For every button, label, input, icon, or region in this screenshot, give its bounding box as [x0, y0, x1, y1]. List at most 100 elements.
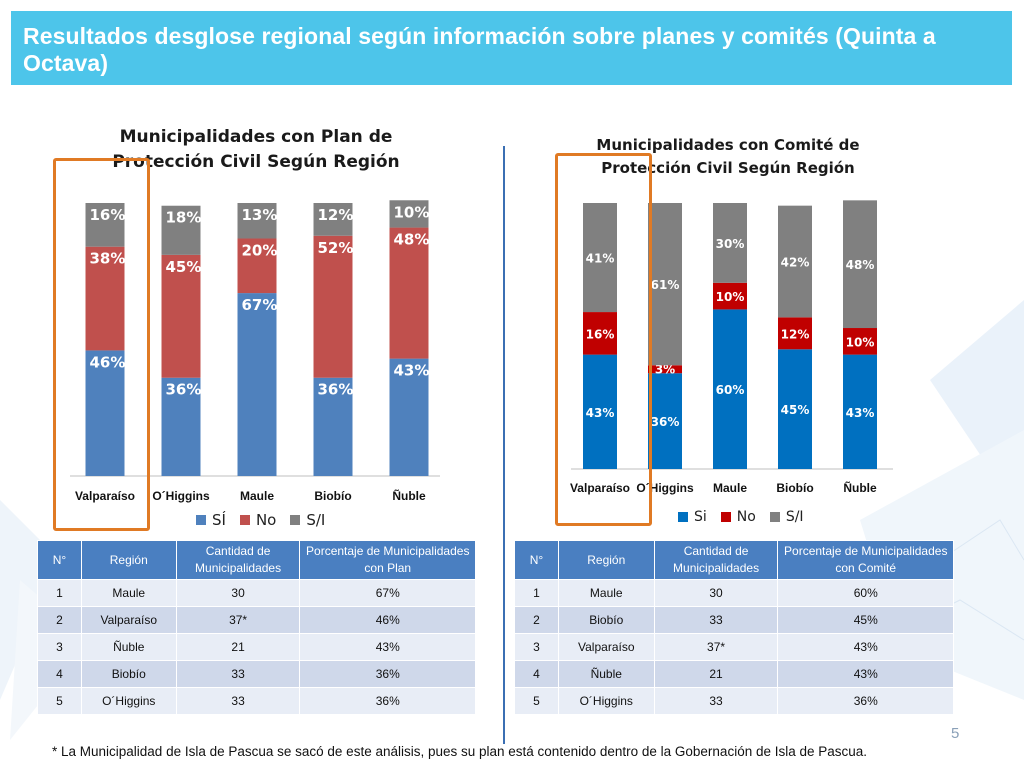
bar-segment-no: [583, 312, 617, 355]
legend-swatch-si-info: [769, 512, 780, 522]
data-label-si-info: 18%: [166, 209, 202, 227]
category-label: Valparaíso: [75, 489, 135, 503]
cell-cantidad: 33: [653, 606, 779, 634]
cell-porcentaje: 45%: [777, 606, 954, 634]
bar-segment-no: [313, 235, 353, 378]
data-label-no: 48%: [394, 231, 430, 249]
slide-header: Resultados desglose regional según infor…: [11, 11, 1012, 85]
legend-label-si: Si: [694, 509, 707, 525]
table-row: 4 Biobío 33 36%: [37, 660, 476, 688]
cell-porcentaje: 46%: [299, 606, 476, 634]
right-chart-title-line1: Municipalidades con Comité de: [596, 136, 860, 154]
legend-label-no: No: [736, 509, 756, 525]
cell-porcentaje: 43%: [777, 660, 954, 688]
legend-item-si-info: S/I: [290, 511, 325, 529]
cell-region: Ñuble: [557, 660, 655, 688]
bar-segment-si: [648, 373, 682, 469]
legend-swatch-si: [196, 515, 206, 525]
legend-swatch-si: [678, 512, 688, 522]
category-label: Biobío: [776, 481, 813, 495]
column-divider: [503, 146, 505, 744]
data-label-si-info: 41%: [586, 252, 615, 266]
table-header-row: N° Región Cantidad de Municipalidades Po…: [514, 540, 954, 580]
bar-segment-no: [843, 328, 877, 355]
data-label-si: 46%: [90, 353, 126, 371]
legend-item-no: No: [720, 509, 756, 525]
cell-region: Valparaíso: [557, 633, 655, 661]
bar-segment-si: [237, 293, 277, 476]
cell-cantidad: 21: [175, 633, 301, 661]
legend-label-si-info: S/I: [785, 509, 804, 525]
col-header-cantidad: Cantidad de Municipalidades: [175, 540, 301, 580]
legend-label-si: SÍ: [212, 511, 226, 529]
bar-segment-si: [778, 349, 812, 469]
legend-swatch-si-info: [290, 515, 301, 525]
cell-cantidad: 37*: [175, 606, 301, 634]
col-header-region: Región: [80, 540, 177, 580]
cell-region: Maule: [557, 579, 655, 607]
table-row: 2 Biobío 33 45%: [514, 606, 954, 634]
legend-item-si: SÍ: [196, 511, 226, 529]
legend-item-si-info: S/I: [769, 509, 804, 525]
cell-cantidad: 33: [175, 660, 301, 688]
cell-cantidad: 30: [653, 579, 779, 607]
cell-region: Valparaíso: [80, 606, 177, 634]
bar-segment-si-info: [648, 203, 682, 366]
cell-n: 3: [514, 633, 559, 661]
bar-segment-si-info: [389, 200, 429, 228]
table-row: 4 Ñuble 21 43%: [514, 660, 954, 688]
data-label-no: 12%: [781, 327, 810, 341]
cell-n: 5: [514, 687, 559, 715]
cell-porcentaje: 67%: [299, 579, 476, 607]
cell-porcentaje: 36%: [299, 687, 476, 715]
cell-region: Biobío: [557, 606, 655, 634]
data-label-si-info: 30%: [716, 237, 745, 251]
cell-cantidad: 33: [175, 687, 301, 715]
data-label-si: 67%: [242, 296, 278, 314]
slide-title: Resultados desglose regional según infor…: [23, 23, 936, 76]
data-label-si: 43%: [846, 406, 875, 420]
bar-segment-si-info: [713, 203, 747, 283]
table-header-row: N° Región Cantidad de Municipalidades Po…: [37, 540, 476, 580]
cell-n: 2: [514, 606, 559, 634]
cell-region: Maule: [80, 579, 177, 607]
cell-cantidad: 37*: [653, 633, 779, 661]
bar-segment-si-info: [161, 205, 201, 255]
data-label-si: 43%: [394, 362, 430, 380]
category-label: Valparaíso: [570, 481, 630, 495]
data-label-si: 43%: [586, 406, 615, 420]
table-row: 3 Ñuble 21 43%: [37, 633, 476, 661]
data-label-si: 36%: [318, 381, 354, 399]
cell-cantidad: 33: [653, 687, 779, 715]
col-header-porcentaje: Porcentaje de Municipalidades con Plan: [299, 540, 476, 580]
data-label-no: 3%: [655, 362, 675, 376]
data-label-si: 36%: [651, 415, 680, 429]
bar-segment-si: [85, 350, 125, 476]
cell-region: Ñuble: [80, 633, 177, 661]
cell-porcentaje: 36%: [777, 687, 954, 715]
bar-segment-si-info: [583, 203, 617, 313]
col-header-n: N°: [37, 540, 82, 580]
cell-n: 5: [37, 687, 82, 715]
category-label: Ñuble: [843, 480, 877, 495]
table-row: 1 Maule 30 67%: [37, 579, 476, 607]
cell-n: 4: [37, 660, 82, 688]
cell-n: 1: [37, 579, 82, 607]
right-table-body: 1 Maule 30 60% 2 Biobío 33 45% 3 Valparaíso 37* 43%…: [514, 579, 954, 715]
cell-region: O´Higgins: [557, 687, 655, 715]
cell-porcentaje: 43%: [777, 633, 954, 661]
data-label-no: 16%: [586, 327, 615, 341]
bar-segment-no: [161, 254, 201, 378]
bar-segment-si-info: [237, 203, 277, 239]
table-row: 2 Valparaíso 37* 46%: [37, 606, 476, 634]
data-label-si: 36%: [166, 381, 202, 399]
bar-segment-si: [313, 377, 353, 476]
left-ranking-table: N° Región Cantidad de Municipalidades Po…: [37, 540, 476, 715]
data-label-no: 10%: [846, 335, 875, 349]
table-row: 3 Valparaíso 37* 43%: [514, 633, 954, 661]
legend-swatch-no: [239, 515, 250, 525]
cell-cantidad: 21: [653, 660, 779, 688]
page-number: 5: [951, 725, 960, 742]
